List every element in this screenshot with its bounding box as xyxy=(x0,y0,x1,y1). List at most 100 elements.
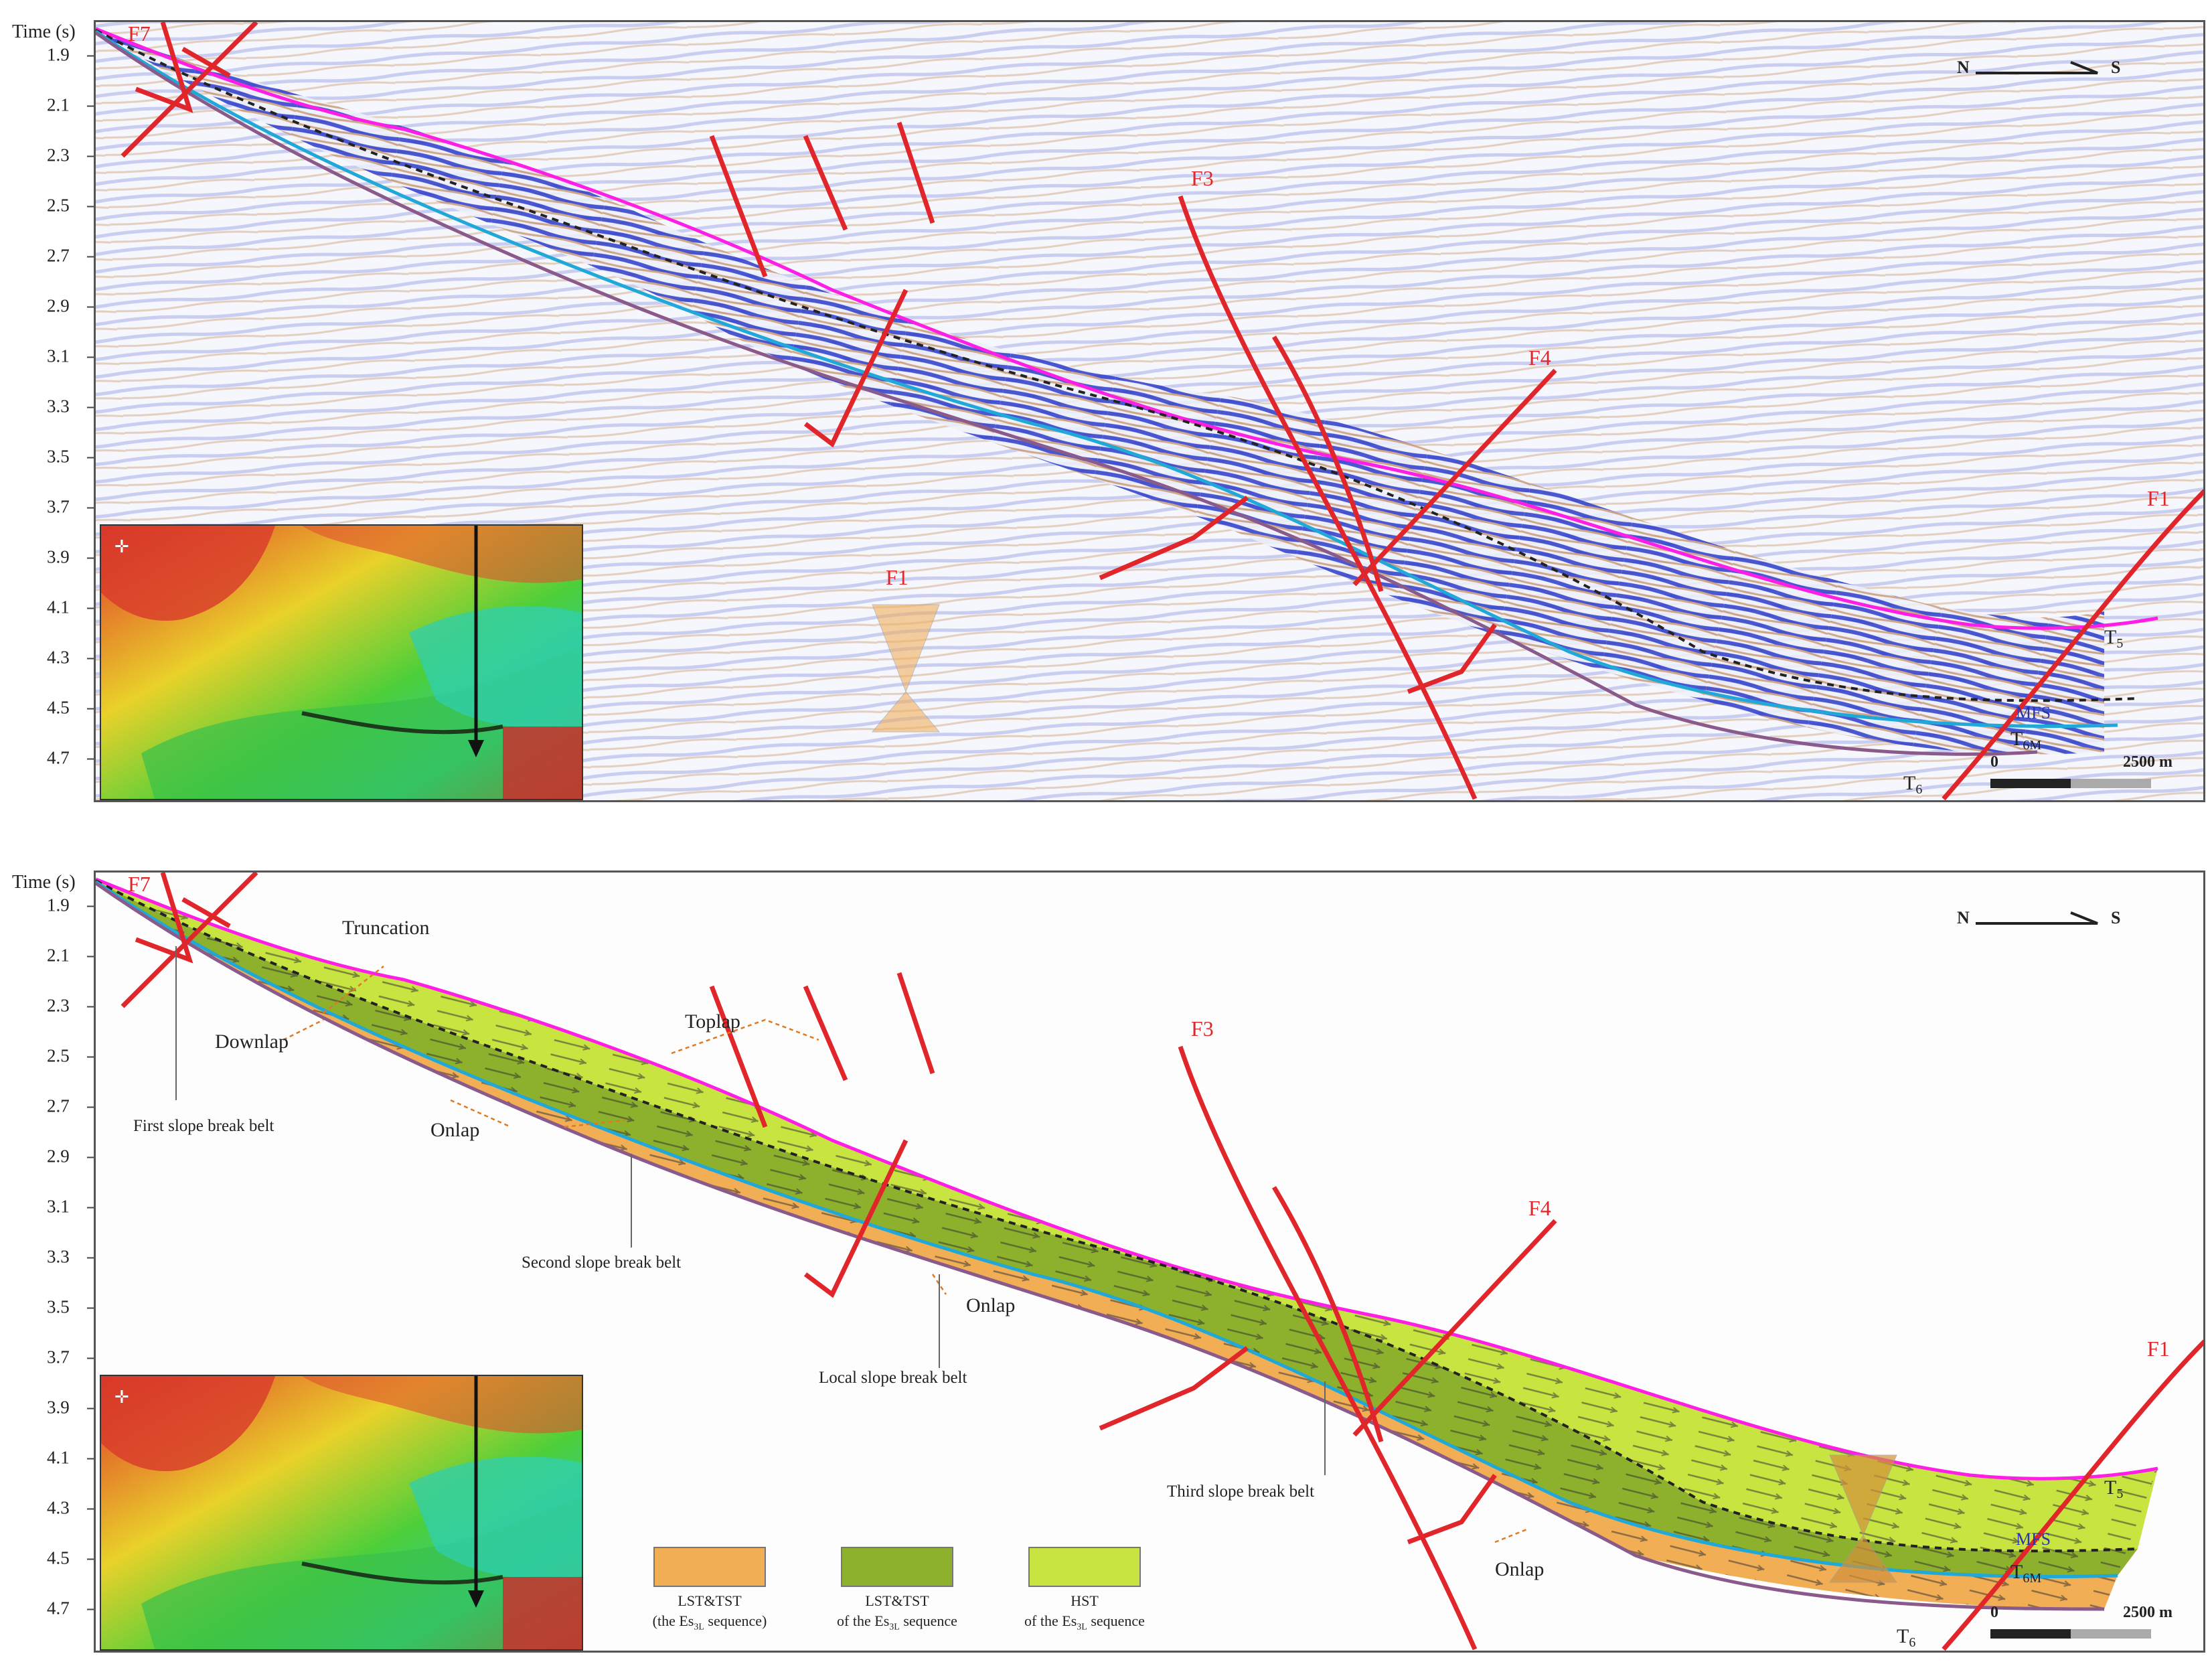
tick-label: 3.9 xyxy=(47,546,95,567)
section-line-arrow-icon xyxy=(468,1590,484,1608)
annotation-downlap: Downlap xyxy=(215,1031,289,1053)
annotation-second-slope-break: Second slope break belt xyxy=(522,1254,681,1272)
legend-line2: of the Es3L sequence xyxy=(817,1611,977,1637)
fault-trace xyxy=(803,135,848,231)
north-arrow-icon: ✛ xyxy=(114,537,129,556)
axis-title: Time (s) xyxy=(12,21,76,42)
fault-trace xyxy=(803,1139,908,1298)
t5-horizon xyxy=(96,27,2158,630)
fault-trace xyxy=(803,289,908,448)
horizon-label-t6-sub: 6 xyxy=(1909,1635,1915,1650)
tick-label: 2.1 xyxy=(47,94,95,115)
fault-trace xyxy=(1099,1346,1249,1431)
fault-f1-trace xyxy=(1942,489,2203,800)
annotation-onlap: Onlap xyxy=(966,1294,1015,1316)
fault-f7-branch xyxy=(181,897,231,929)
legend-swatch xyxy=(1028,1547,1141,1587)
legend-sub: 3L xyxy=(1077,1622,1087,1633)
legend-line1: LST&TST xyxy=(678,1592,742,1609)
faults-group xyxy=(121,873,2203,1651)
fault-trace xyxy=(709,985,768,1128)
fault-trace xyxy=(1407,623,1497,694)
tick-label: 3.1 xyxy=(47,1196,95,1217)
location-map-inset: ✛ xyxy=(100,524,583,800)
legend-sub: 3L xyxy=(889,1622,900,1633)
fault-f3-trace xyxy=(1178,1045,1478,1651)
annotation-onlap: Onlap xyxy=(1495,1558,1544,1580)
horizon-label-t5: T5 xyxy=(2104,1476,2123,1501)
slope-break-markers xyxy=(175,946,1326,1475)
fault-trace xyxy=(1099,496,1249,581)
scale-bar-start: 0 xyxy=(1990,753,1998,771)
tick-label: 4.7 xyxy=(47,1598,95,1618)
scale-bar-light xyxy=(2071,779,2151,788)
fault-f4-trace xyxy=(1352,1219,1557,1437)
horizon-label-t6m-sub: 6M xyxy=(2023,738,2041,753)
tick-label: 2.1 xyxy=(47,945,95,966)
fault-trace xyxy=(896,121,935,224)
legend-line2: of the Es3L sequence xyxy=(1004,1611,1165,1637)
tick-label: 2.5 xyxy=(47,195,95,216)
horizon-label-t6-sub: 6 xyxy=(1915,782,1922,797)
scale-bar-end: 2500 m xyxy=(2123,753,2172,771)
annotation-first-slope-break: First slope break belt xyxy=(133,1117,274,1135)
time-axis-top: Time (s) 1.9 2.1 2.3 2.5 2.7 2.9 3.1 3.3… xyxy=(0,20,95,804)
legend-line2-end: sequence xyxy=(899,1612,957,1629)
scale-bar-end: 2500 m xyxy=(2123,1604,2172,1621)
fault-label-f7: F7 xyxy=(128,22,151,46)
lst-wedge-marker xyxy=(871,691,941,733)
horizon-label-t6-main: T xyxy=(1897,1625,1909,1647)
tick-label: 3.3 xyxy=(47,1246,95,1267)
fault-f3-trace xyxy=(1178,195,1478,800)
legend-line1: LST&TST xyxy=(865,1592,929,1609)
hst-wedge-marker xyxy=(1829,1454,1897,1537)
scale-bar-dark xyxy=(1990,1629,2071,1639)
horizon-label-t5-sub: 5 xyxy=(2116,636,2123,651)
scale-bar-light xyxy=(2071,1629,2151,1639)
tick-label: 3.9 xyxy=(47,1397,95,1418)
annotation-local-slope-break: Local slope break belt xyxy=(819,1369,967,1387)
legend-item: LST&TST of the Es3L sequence xyxy=(817,1547,977,1637)
annotation-onlap: Onlap xyxy=(430,1119,479,1141)
tick-label: 3.5 xyxy=(47,446,95,467)
legend-swatch xyxy=(653,1547,766,1587)
fault-f7-trace xyxy=(135,22,193,113)
legend-line2-end: sequence xyxy=(1087,1612,1145,1629)
tick-label: 4.3 xyxy=(47,1497,95,1518)
fault-f4-trace xyxy=(1352,368,1557,587)
fault-f1-trace xyxy=(1942,1339,2203,1651)
legend-item: LST&TST (the Es3L sequence) xyxy=(629,1547,790,1637)
tick-label: 3.7 xyxy=(47,1347,95,1367)
legend-line2-text: (the Es xyxy=(652,1612,694,1629)
mfs-horizon xyxy=(96,879,2138,1553)
tick-label: 4.1 xyxy=(47,1447,95,1468)
faults-group xyxy=(121,22,2203,800)
legend-sub: 3L xyxy=(694,1622,704,1633)
tick-label: 2.9 xyxy=(47,1146,95,1166)
time-axis-bottom: Time (s) 1.9 2.1 2.3 2.5 2.7 2.9 3.1 3.3… xyxy=(0,870,95,1654)
fault-f7-branch xyxy=(121,873,258,1008)
annotation-third-slope-break: Third slope break belt xyxy=(1167,1483,1314,1501)
t6m-horizon xyxy=(96,29,2118,729)
dem-map-svg: ✛ xyxy=(101,526,582,799)
t6-horizon xyxy=(96,881,2105,1611)
tick-label: 4.5 xyxy=(47,1547,95,1568)
legend-swatch xyxy=(841,1547,953,1587)
tick-label: 3.3 xyxy=(47,396,95,416)
horizon-label-t6: T6 xyxy=(1903,772,1922,797)
tick-label: 3.1 xyxy=(47,346,95,366)
reflector-hatching xyxy=(96,879,2158,1609)
fault-f7-trace xyxy=(135,873,193,964)
compass-north-label: N xyxy=(1957,58,1970,77)
annotation-toplap: Toplap xyxy=(685,1010,740,1033)
legend-item: HST of the Es3L sequence xyxy=(1004,1547,1165,1637)
horizon-label-mfs: MFS xyxy=(2016,1529,2051,1549)
fault-trace xyxy=(803,985,848,1081)
horizon-label-t6m-main: T xyxy=(2010,728,2023,750)
tick-label: 1.9 xyxy=(47,895,95,915)
horizon-label-t6m-main: T xyxy=(2010,1561,2023,1583)
tick-label: 2.3 xyxy=(47,995,95,1016)
fault-trace xyxy=(1271,1186,1384,1442)
annotation-truncation: Truncation xyxy=(342,917,430,939)
compass-arrow-icon xyxy=(1976,61,2098,74)
